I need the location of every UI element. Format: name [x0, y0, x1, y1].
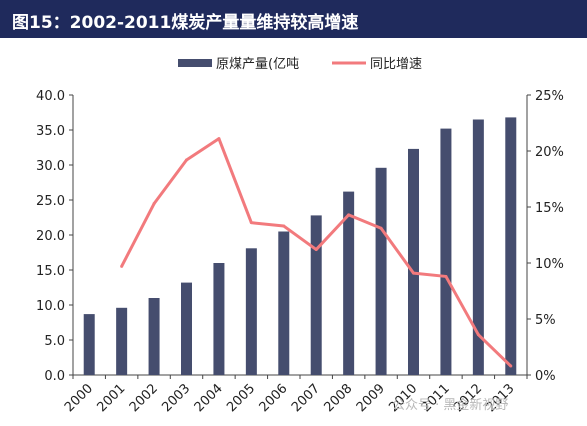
left-tick-label: 20.0	[36, 229, 65, 244]
bar	[472, 119, 484, 375]
title-bar: 图15：2002-2011煤炭产量量维持较高增速	[0, 0, 587, 38]
line-point	[379, 226, 383, 230]
line-point	[282, 224, 286, 228]
bar	[83, 314, 95, 375]
right-tick-label: 15%	[535, 201, 564, 216]
line-point	[249, 221, 253, 225]
bar	[375, 167, 387, 375]
x-tick-label: 2007	[289, 381, 323, 415]
right-tick-label: 25%	[535, 89, 564, 104]
bar	[148, 298, 160, 375]
x-tick-label: 2009	[354, 381, 388, 415]
line-point	[120, 264, 124, 268]
left-tick-label: 25.0	[36, 194, 65, 209]
line-point	[185, 158, 188, 162]
line-point	[217, 137, 221, 141]
left-tick-label: 15.0	[36, 264, 65, 279]
right-tick-label: 10%	[535, 257, 564, 272]
x-tick-label: 2002	[127, 381, 161, 415]
bar	[116, 307, 128, 375]
left-tick-label: 10.0	[36, 299, 65, 314]
line-point	[476, 333, 480, 337]
line-point	[347, 213, 351, 217]
x-tick-label: 2006	[257, 381, 291, 415]
bar	[213, 263, 225, 375]
legend-bar-swatch	[178, 59, 212, 67]
x-tick-label: 2004	[192, 381, 226, 415]
x-tick-label: 2000	[62, 381, 96, 415]
left-tick-label: 0.0	[44, 369, 65, 384]
line-point	[444, 274, 448, 278]
legend-line-label: 同比增速	[370, 57, 422, 72]
x-tick-label: 2001	[94, 381, 128, 415]
x-tick-label: 2008	[321, 381, 355, 415]
left-tick-label: 40.0	[36, 89, 65, 104]
line-point	[152, 202, 156, 206]
right-tick-label: 0%	[535, 369, 556, 384]
legend-bar-label: 原煤产量(亿吨	[216, 57, 299, 72]
x-tick-label: 2003	[159, 381, 193, 415]
chart-title: 图15：2002-2011煤炭产量量维持较高增速	[12, 13, 359, 33]
right-tick-label: 5%	[535, 313, 556, 328]
x-tick-label: 2005	[224, 381, 258, 415]
left-tick-label: 5.0	[44, 334, 65, 349]
line-point	[412, 271, 415, 275]
bar	[278, 231, 290, 375]
left-tick-label: 35.0	[36, 124, 65, 139]
line-point	[314, 248, 318, 252]
bar	[181, 282, 192, 375]
line-point	[509, 364, 513, 368]
watermark: 公众号 · 黑金新视野	[392, 398, 509, 413]
right-tick-label: 20%	[535, 145, 564, 160]
bar	[310, 215, 322, 375]
left-tick-label: 30.0	[36, 159, 65, 174]
bar	[408, 148, 419, 375]
bar	[440, 128, 452, 375]
bar	[505, 117, 517, 376]
bar	[245, 248, 257, 375]
bar	[343, 191, 355, 375]
